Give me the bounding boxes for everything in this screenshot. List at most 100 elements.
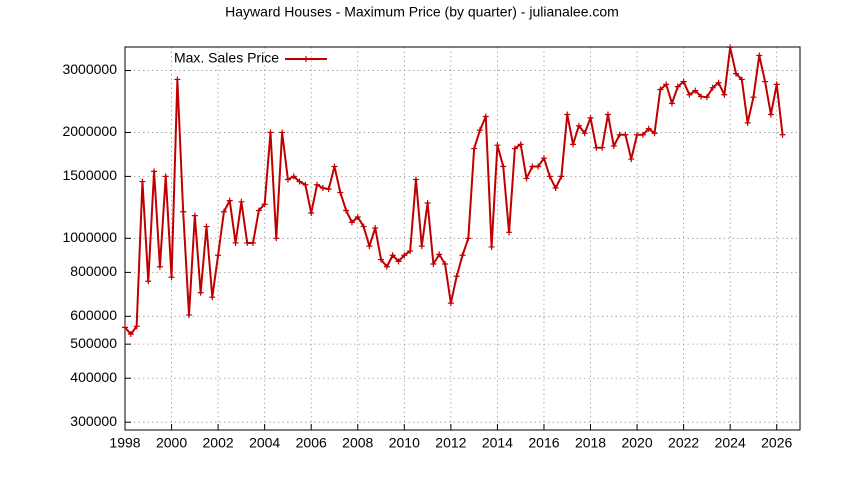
point [727,44,734,51]
point [471,145,478,152]
x-tick-label: 2002 [203,435,234,451]
point [482,113,489,120]
point [296,178,303,185]
x-tick-label: 2018 [575,435,606,451]
point [756,52,763,59]
x-tick-label: 2020 [621,435,652,451]
point [145,278,152,285]
x-tick-label: 2010 [389,435,420,451]
point [476,127,483,134]
point [744,119,751,126]
x-tick-label: 2006 [296,435,327,451]
point [133,323,140,330]
point [244,239,251,246]
point [488,243,495,250]
point [319,185,326,192]
point [383,263,390,270]
point [773,81,780,88]
point [389,252,396,259]
point [674,83,681,90]
point [587,114,594,121]
point [762,78,769,85]
point [604,111,611,118]
point [651,130,658,137]
point [459,252,466,259]
x-tick-label: 2026 [761,435,792,451]
y-tick-label: 600000 [70,307,117,323]
point [186,312,193,319]
y-tick-label: 2000000 [62,123,117,139]
point [535,163,542,170]
point [732,70,739,77]
point [645,125,652,132]
point [378,256,385,263]
point [546,173,553,180]
x-tick-label: 2022 [668,435,699,451]
point [442,261,449,268]
point [412,176,419,183]
point [418,243,425,250]
point [494,142,501,149]
point [151,168,158,175]
point [255,207,262,214]
point [721,91,728,98]
point [127,331,134,338]
y-tick-label: 400000 [70,369,117,385]
point [558,173,565,180]
point [308,210,315,217]
point [634,131,641,138]
point [570,141,577,148]
point [232,239,239,246]
x-tick-label: 2014 [482,435,513,451]
point [738,76,745,83]
point [581,130,588,137]
point [616,131,623,138]
point [506,229,513,236]
point [261,201,268,208]
point [698,93,705,100]
point [360,223,367,230]
point [366,243,373,250]
point [203,223,210,230]
point [447,300,454,307]
point [279,129,286,136]
point [715,79,722,86]
y-tick-label: 800000 [70,263,117,279]
x-tick-label: 2012 [435,435,466,451]
point [529,163,536,170]
point [686,91,693,98]
point [273,235,280,242]
point [639,131,646,138]
point [343,207,350,214]
point [511,145,518,152]
point [122,324,128,331]
point [465,235,472,242]
point [180,208,187,215]
point [348,219,355,226]
y-tick-label: 500000 [70,335,117,351]
point [267,129,274,136]
point [622,131,629,138]
point [709,84,716,91]
point [331,163,338,170]
point [226,197,233,204]
point [552,185,559,192]
point [220,208,227,215]
point [692,87,699,94]
point [703,94,710,101]
point [593,144,600,151]
point [540,155,547,162]
point [354,213,361,220]
x-tick-label: 2000 [156,435,187,451]
point [424,200,431,207]
chart-title: Hayward Houses - Maximum Price (by quart… [225,4,619,20]
point [215,252,222,259]
y-tick-label: 1500000 [62,167,117,183]
point [284,176,291,183]
point [139,178,146,185]
point [238,198,245,205]
point [290,173,297,180]
point [523,175,530,182]
point [337,189,344,196]
